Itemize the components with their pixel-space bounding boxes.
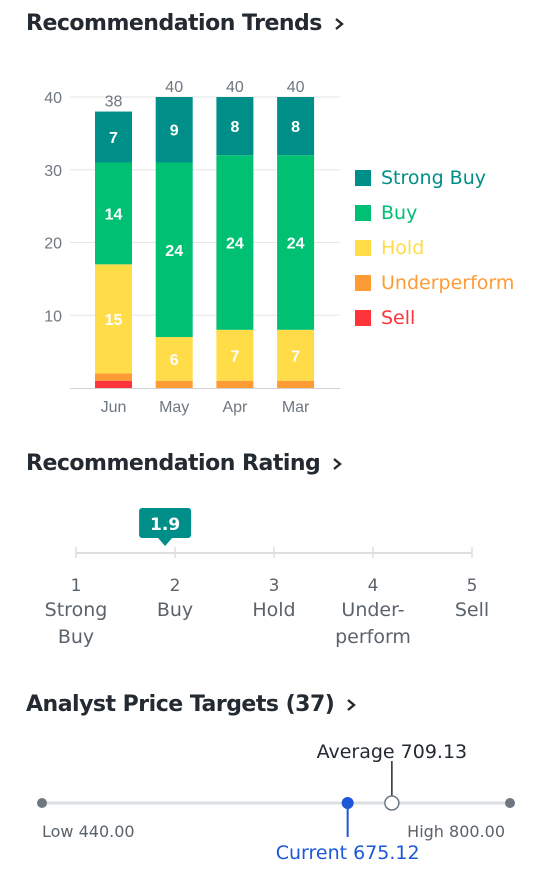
bar-total-label: 40 <box>287 79 305 96</box>
bar-segment-buy <box>155 162 193 338</box>
low-target-label: Low 440.00 <box>42 822 135 841</box>
rating-label: Buy <box>157 599 193 621</box>
y-tick-label: 40 <box>44 90 62 107</box>
x-tick-label: Mar <box>282 399 310 416</box>
rating-value: 1.9 <box>150 515 180 535</box>
legend-label: Sell <box>381 306 416 329</box>
bar-segment-underperform <box>216 380 254 388</box>
bar-total-label: 38 <box>105 94 123 111</box>
bar-segment-strong-buy <box>216 97 254 156</box>
analyst-price-targets-title[interactable]: Analyst Price Targets (37) <box>26 692 358 717</box>
legend-label: Hold <box>381 236 425 259</box>
low-target-dot <box>37 798 47 808</box>
bar-data-label: 24 <box>287 236 305 253</box>
legend-item: Buy <box>355 195 514 230</box>
rating-label: Buy <box>58 626 94 648</box>
legend-swatch <box>355 204 371 221</box>
bar-segment-underperform <box>155 380 193 388</box>
x-tick-label: Apr <box>222 399 248 416</box>
chevron-right-icon <box>335 17 344 30</box>
bar-segment-sell <box>95 380 132 388</box>
rating-number: 2 <box>170 576 181 596</box>
bar-segment-hold <box>95 264 132 374</box>
recommendation-rating-title[interactable]: Recommendation Rating <box>26 451 344 476</box>
legend-swatch <box>355 169 371 186</box>
high-target-label: High 800.00 <box>407 822 505 841</box>
bar-data-label: 8 <box>230 119 239 136</box>
current-price-marker <box>341 797 354 809</box>
rating-number: 3 <box>269 576 280 596</box>
bar-segment-hold <box>155 337 193 381</box>
high-target-dot <box>505 798 515 808</box>
bar-segment-strong-buy <box>155 97 193 163</box>
y-tick-label: 30 <box>44 163 62 180</box>
legend-item: Sell <box>355 300 514 335</box>
legend-item: Underperform <box>355 265 514 300</box>
bar-segment-underperform <box>95 373 132 381</box>
current-price-label: Current 675.12 <box>276 842 420 864</box>
rating-label: Under- <box>341 599 404 621</box>
rating-label: perform <box>335 626 411 648</box>
analyst-price-targets-chart: Low 440.00 High 800.00 Average 709.13 Curre… <box>37 741 515 864</box>
bar-data-label: 15 <box>105 312 123 329</box>
bar-data-label: 14 <box>105 206 123 223</box>
bar-total-label: 40 <box>165 79 183 96</box>
bar-segment-buy <box>216 155 254 330</box>
legend-label: Strong Buy <box>381 166 486 189</box>
bar-data-label: 7 <box>109 130 118 147</box>
recommendation-trends-chart: 10 20 30 40 15 14 7 38 Jun 6 24 9 40 May 7 24 8 40 Apr 7 24 8… <box>44 79 340 416</box>
rating-marker <box>139 508 192 546</box>
recommendation-rating-label: Recommendation Rating <box>26 451 321 476</box>
chevron-right-icon <box>333 457 343 470</box>
rating-number: 4 <box>368 576 379 596</box>
bar-total-label: 40 <box>226 79 244 96</box>
bar-segment-hold <box>216 329 254 381</box>
bar-segment-buy <box>277 155 315 330</box>
bar-data-label: 6 <box>170 352 179 369</box>
rating-label: Hold <box>252 599 295 621</box>
legend-label: Buy <box>381 201 418 224</box>
legend-swatch <box>355 239 371 256</box>
bar-data-label: 7 <box>230 348 239 365</box>
recommendation-trends-title[interactable]: Recommendation Trends <box>26 11 346 36</box>
bar-data-label: 7 <box>291 348 300 365</box>
y-tick-label: 10 <box>44 308 62 325</box>
rating-number: 1 <box>71 576 82 596</box>
bar-data-label: 24 <box>226 236 244 253</box>
average-target-label: Average 709.13 <box>317 741 468 763</box>
average-target-marker <box>384 795 400 811</box>
bar-segment-underperform <box>277 380 315 388</box>
bar-data-label: 8 <box>291 119 300 136</box>
legend-label: Underperform <box>381 271 515 294</box>
chart-legend: Strong Buy Buy Hold Underperform Sell <box>355 160 514 335</box>
rating-number: 5 <box>467 576 478 596</box>
legend-item: Strong Buy <box>355 160 514 195</box>
analyst-price-targets-label: Analyst Price Targets (37) <box>26 692 335 717</box>
legend-item: Hold <box>355 230 514 265</box>
x-tick-label: May <box>159 399 189 416</box>
recommendation-trends-label: Recommendation Trends <box>26 11 322 36</box>
bar-segment-buy <box>95 162 132 265</box>
y-tick-label: 20 <box>44 236 62 253</box>
bar-segment-hold <box>277 329 315 381</box>
bar-data-label: 9 <box>170 123 179 140</box>
bar-segment-strong-buy <box>95 111 132 163</box>
legend-swatch <box>355 309 371 326</box>
legend-swatch <box>355 274 371 291</box>
rating-label: Sell <box>455 599 489 621</box>
recommendation-rating-scale: 1 Strong Buy 2 Buy 3 Hold 4 Under-perform 5 Sell 1.… <box>45 508 489 648</box>
bar-segment-strong-buy <box>277 97 315 156</box>
bar-data-label: 24 <box>165 243 183 260</box>
x-tick-label: Jun <box>101 399 127 416</box>
chevron-right-icon <box>347 698 357 711</box>
rating-label: Strong <box>45 599 108 621</box>
